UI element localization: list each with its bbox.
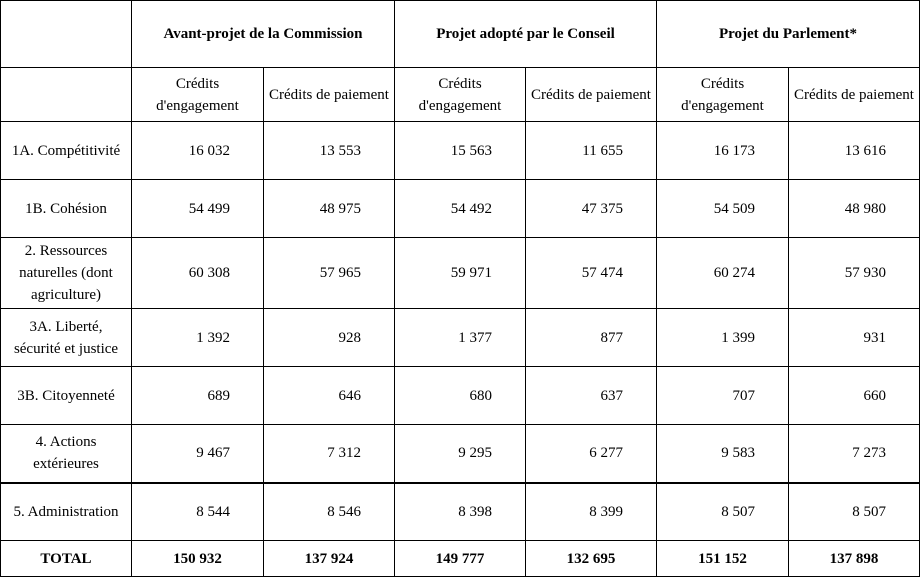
header-sub-paiement: Crédits de paiement [263, 67, 395, 122]
table-row: 4. Actions extérieures 9 467 7 312 9 295… [0, 424, 920, 483]
table-cell: 9 467 [131, 424, 264, 483]
table-cell: 1 399 [656, 308, 789, 367]
total-cell: 132 695 [525, 540, 657, 577]
table-cell: 680 [394, 366, 526, 425]
row-label: 1B. Cohésion [0, 179, 132, 238]
table-cell: 48 980 [788, 179, 920, 238]
table-cell: 9 583 [656, 424, 789, 483]
table-cell: 8 507 [656, 481, 789, 541]
table-cell: 8 398 [394, 481, 526, 541]
header-parlement: Projet du Parlement* [656, 0, 920, 68]
table-cell: 8 399 [525, 481, 657, 541]
table-cell: 48 975 [263, 179, 395, 238]
table-row: 3A. Liberté, sécurité et justice 1 392 9… [0, 308, 920, 367]
total-cell: 150 932 [131, 540, 264, 577]
table-cell: 646 [263, 366, 395, 425]
total-cell: 149 777 [394, 540, 526, 577]
table-cell: 57 930 [788, 237, 920, 309]
header-sub-engagement: Crédits d'engagement [656, 67, 789, 122]
total-cell: 137 898 [788, 540, 920, 577]
total-row: TOTAL 150 932 137 924 149 777 132 695 15… [0, 540, 920, 577]
header-row-sub: Crédits d'engagement Crédits de paiement… [0, 67, 920, 122]
table-cell: 13 553 [263, 121, 395, 180]
total-cell: 151 152 [656, 540, 789, 577]
table-cell: 54 492 [394, 179, 526, 238]
table-cell: 60 274 [656, 237, 789, 309]
header-sub-paiement: Crédits de paiement [788, 67, 920, 122]
header-sub-engagement: Crédits d'engagement [394, 67, 526, 122]
table-row: 1B. Cohésion 54 499 48 975 54 492 47 375… [0, 179, 920, 238]
table-row: 3B. Citoyenneté 689 646 680 637 707 660 [0, 366, 920, 425]
table-cell: 689 [131, 366, 264, 425]
table-cell: 928 [263, 308, 395, 367]
row-label: 1A. Compétitivité [0, 121, 132, 180]
table-cell: 7 273 [788, 424, 920, 483]
table-cell: 57 965 [263, 237, 395, 309]
table-cell: 11 655 [525, 121, 657, 180]
header-sub-paiement: Crédits de paiement [525, 67, 657, 122]
table-cell: 16 173 [656, 121, 789, 180]
table-row: 5. Administration 8 544 8 546 8 398 8 39… [0, 481, 920, 541]
table-cell: 8 507 [788, 481, 920, 541]
total-label: TOTAL [0, 540, 132, 577]
table-cell: 8 544 [131, 481, 264, 541]
table-cell: 54 509 [656, 179, 789, 238]
header-conseil: Projet adopté par le Conseil [394, 0, 657, 68]
row-label: 5. Administration [0, 481, 132, 541]
table-cell: 1 392 [131, 308, 264, 367]
table-cell: 60 308 [131, 237, 264, 309]
row-label: 3B. Citoyenneté [0, 366, 132, 425]
table-cell: 877 [525, 308, 657, 367]
table-cell: 15 563 [394, 121, 526, 180]
table-cell: 8 546 [263, 481, 395, 541]
table-cell: 16 032 [131, 121, 264, 180]
total-cell: 137 924 [263, 540, 395, 577]
row-label: 2. Ressources naturelles (dont agricultu… [0, 237, 132, 309]
table-cell: 7 312 [263, 424, 395, 483]
table-row: 2. Ressources naturelles (dont agricultu… [0, 237, 920, 309]
table-cell: 9 295 [394, 424, 526, 483]
table-row: 1A. Compétitivité 16 032 13 553 15 563 1… [0, 121, 920, 180]
header-sub-engagement: Crédits d'engagement [131, 67, 264, 122]
table-cell: 1 377 [394, 308, 526, 367]
row-label: 3A. Liberté, sécurité et justice [0, 308, 132, 367]
table-cell: 47 375 [525, 179, 657, 238]
header-commission: Avant-projet de la Commission [131, 0, 395, 68]
table-cell: 637 [525, 366, 657, 425]
row-label: 4. Actions extérieures [0, 424, 132, 483]
table-cell: 13 616 [788, 121, 920, 180]
header-sub-corner [0, 67, 132, 122]
table-cell: 660 [788, 366, 920, 425]
table-cell: 57 474 [525, 237, 657, 309]
header-corner-cell [0, 0, 132, 68]
table-cell: 59 971 [394, 237, 526, 309]
table-cell: 6 277 [525, 424, 657, 483]
table-cell: 54 499 [131, 179, 264, 238]
header-row-groups: Avant-projet de la Commission Projet ado… [0, 0, 920, 68]
table-cell: 931 [788, 308, 920, 367]
table-cell: 707 [656, 366, 789, 425]
